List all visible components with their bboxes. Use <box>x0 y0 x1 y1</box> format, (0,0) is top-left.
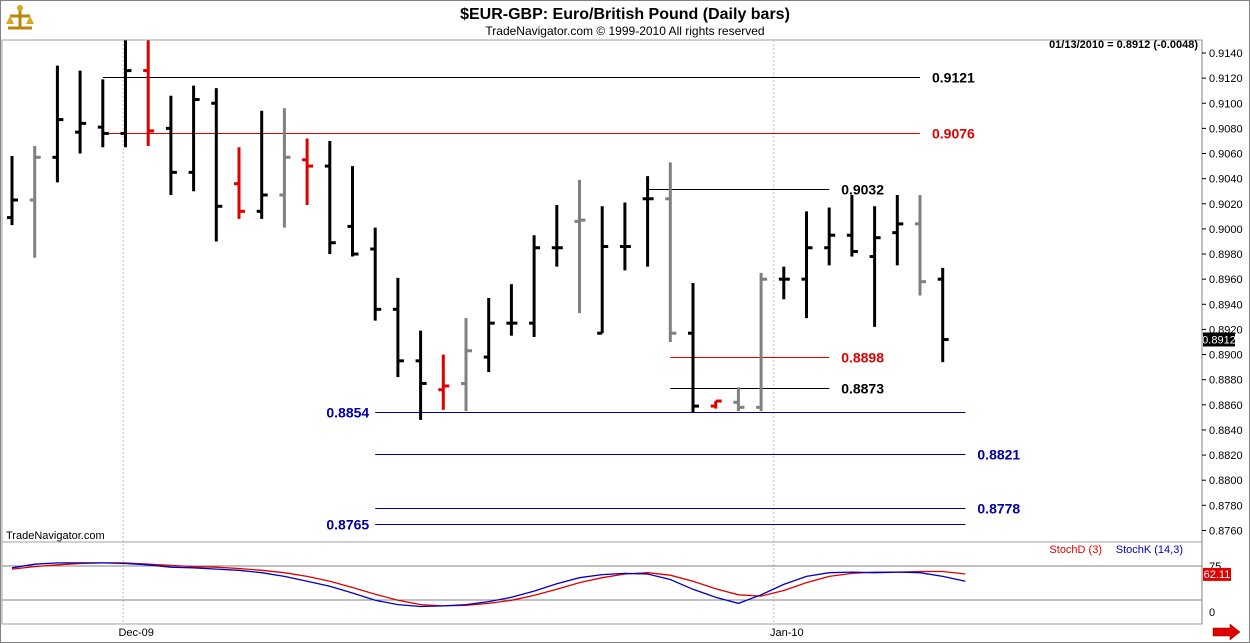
ohlc-bar <box>120 40 132 148</box>
ohlc-bar <box>574 179 586 314</box>
ohlc-bar <box>324 140 336 255</box>
price-tick-label: 0.8960 <box>1209 274 1243 286</box>
price-tick-label: 0.9000 <box>1209 224 1243 236</box>
ohlc-bar <box>234 147 245 219</box>
level-label: 0.8873 <box>841 381 884 397</box>
level-label: 0.8765 <box>326 517 369 533</box>
ohlc-bar <box>347 166 359 257</box>
watermark: TradeNavigator.com <box>6 530 105 542</box>
ohlc-bar <box>529 235 541 337</box>
price-tick-label: 0.9100 <box>1209 98 1243 110</box>
price-tick-label: 0.9120 <box>1209 73 1243 85</box>
legend-stochd: StochD (3) <box>1049 544 1102 556</box>
ohlc-bar <box>756 272 768 412</box>
ohlc-bar <box>506 284 518 336</box>
grid <box>2 40 1202 624</box>
price-tick-label: 0.8880 <box>1209 375 1243 387</box>
ohlc-bar <box>211 88 223 242</box>
price-tick-label: 0.8860 <box>1209 400 1243 412</box>
last-price-label: 0.8912 <box>1202 334 1236 346</box>
ohlc-bar <box>461 318 472 412</box>
price-tick-label: 0.9140 <box>1209 48 1243 60</box>
ohlc-bar <box>392 277 404 378</box>
stochastic-lines <box>11 562 966 608</box>
ohlc-bar <box>165 95 177 195</box>
ohlc-bar <box>188 85 200 192</box>
price-tick-label: 0.8940 <box>1209 299 1243 311</box>
price-tick-label: 0.8800 <box>1209 475 1243 487</box>
ohlc-bar <box>801 211 813 319</box>
ohlc-bar <box>143 40 155 146</box>
chart-subtitle: TradeNavigator.com © 1999-2010 All right… <box>485 24 764 38</box>
last-price-marker: 0.8912 <box>1202 332 1236 347</box>
stochastic-panel <box>1 541 1203 625</box>
level-label: 0.8778 <box>977 501 1020 517</box>
ohlc-bar <box>733 387 745 412</box>
chart-title: $EUR-GBP: Euro/British Pound (Daily bars… <box>460 6 790 23</box>
ohlc-bar <box>778 266 790 300</box>
ohlc-bar <box>551 205 563 267</box>
ohlc-bar <box>7 156 18 226</box>
ohlc-bar <box>619 202 631 271</box>
ohlc-bar <box>438 354 450 410</box>
stoch-tick-label: 0 <box>1209 607 1215 619</box>
ohlc-bar <box>642 176 654 267</box>
price-tick-label: 0.8980 <box>1209 249 1243 261</box>
ohlc-bar <box>937 267 949 363</box>
price-tick-label: 0.8900 <box>1209 350 1243 362</box>
ohlc-bar <box>892 194 904 266</box>
stoch-value-label: 62.11 <box>1204 569 1231 581</box>
ohlc-bar <box>97 79 109 148</box>
level-lines: 0.9121 0.9076 0.9032 0.8898 0.8873 0.8854 0.88… <box>102 70 1020 533</box>
price-tick-label: 0.9080 <box>1209 123 1243 135</box>
ohlc-bar <box>52 65 64 183</box>
ohlc-bar <box>29 145 41 258</box>
level-label: 0.9121 <box>932 70 975 86</box>
ohlc-bar <box>483 298 495 373</box>
ohlc-bar <box>824 207 836 266</box>
ohlc-bar <box>256 110 268 219</box>
level-label: 0.8898 <box>841 350 884 366</box>
date-tick-label: Dec-09 <box>118 627 153 639</box>
stoch-line-d <box>11 562 966 607</box>
stoch-line-k <box>11 562 966 608</box>
level-label: 0.8821 <box>977 447 1020 463</box>
ohlc-bar <box>75 70 87 154</box>
ohlc-bar <box>302 138 314 206</box>
ohlc-bar <box>710 399 722 409</box>
scroll-right-arrow-icon[interactable] <box>1212 623 1241 641</box>
level-label: 0.8854 <box>326 405 369 421</box>
ohlc-bar <box>688 282 699 413</box>
ohlc-bar <box>846 194 858 257</box>
price-tick-label: 0.8840 <box>1209 425 1243 437</box>
stoch-value-marker: 62.11 <box>1203 567 1231 581</box>
ohlc-bar <box>665 162 677 342</box>
price-tick-label: 0.9020 <box>1209 199 1243 211</box>
ohlc-bar <box>415 330 427 420</box>
price-tick-label: 0.9060 <box>1209 149 1243 161</box>
level-label: 0.9032 <box>841 182 884 198</box>
tradenavigator-logo-icon <box>6 4 34 36</box>
price-tick-label: 0.8780 <box>1209 500 1243 512</box>
price-tick-label: 0.8820 <box>1209 450 1243 462</box>
last-quote-info: 01/13/2010 = 0.8912 (-0.0048) <box>1049 39 1198 51</box>
date-tick-label: Jan-10 <box>770 627 804 639</box>
level-label: 0.9076 <box>932 126 975 142</box>
ohlc-bar <box>597 206 609 335</box>
legend-stochk: StochK (14,3) <box>1116 544 1183 556</box>
price-bars <box>7 40 949 420</box>
ohlc-bar <box>869 206 881 327</box>
ohlc-bar <box>370 227 382 321</box>
ohlc-bar <box>915 194 926 296</box>
price-tick-label: 0.9040 <box>1209 174 1243 186</box>
price-tick-label: 0.8760 <box>1209 525 1243 537</box>
ohlc-bar <box>279 108 291 228</box>
